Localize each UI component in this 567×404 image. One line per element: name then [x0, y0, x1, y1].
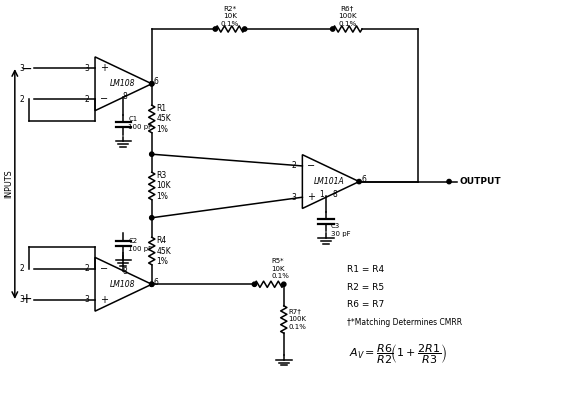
Text: C3
30 pF: C3 30 pF	[331, 223, 350, 238]
Text: R3
10K
1%: R3 10K 1%	[156, 171, 171, 201]
Text: R2*
10K
0.1%: R2* 10K 0.1%	[221, 6, 239, 27]
Text: INPUTS: INPUTS	[5, 170, 14, 198]
Text: C2
100 pF: C2 100 pF	[128, 238, 153, 252]
Circle shape	[252, 282, 257, 286]
Text: 2: 2	[84, 264, 89, 273]
Text: 2: 2	[20, 264, 24, 273]
Text: 2: 2	[292, 162, 297, 170]
Text: 8: 8	[332, 190, 337, 199]
Text: LM108: LM108	[109, 280, 135, 289]
Text: 3: 3	[84, 295, 89, 305]
Text: †*Matching Determines CMRR: †*Matching Determines CMRR	[348, 318, 463, 327]
Circle shape	[213, 27, 218, 31]
Text: R2 = R5: R2 = R5	[348, 283, 384, 292]
Text: 6: 6	[361, 175, 366, 184]
Text: 3: 3	[291, 193, 297, 202]
Text: R6†
100K
0.1%: R6† 100K 0.1%	[338, 6, 357, 27]
Circle shape	[150, 216, 154, 220]
Text: OUTPUT: OUTPUT	[460, 177, 501, 186]
Circle shape	[150, 282, 154, 286]
Text: 6: 6	[154, 77, 159, 86]
Text: R4
45K
1%: R4 45K 1%	[156, 236, 171, 266]
Circle shape	[331, 27, 335, 31]
Text: 3: 3	[84, 63, 89, 73]
Text: 2: 2	[84, 95, 89, 104]
Circle shape	[150, 282, 154, 286]
Text: 3: 3	[20, 63, 24, 73]
Text: 2: 2	[20, 95, 24, 104]
Text: 3: 3	[20, 295, 24, 305]
Circle shape	[150, 82, 154, 86]
Circle shape	[357, 179, 361, 184]
Text: −: −	[100, 95, 108, 104]
Text: +: +	[100, 295, 108, 305]
Text: +: +	[307, 192, 315, 202]
Circle shape	[447, 179, 451, 184]
Text: 8: 8	[123, 92, 128, 101]
Text: R6 = R7: R6 = R7	[348, 300, 384, 309]
Text: R1 = R4: R1 = R4	[348, 265, 384, 274]
Text: R7†
100K
0.1%: R7† 100K 0.1%	[289, 309, 307, 330]
Text: 6: 6	[154, 278, 159, 287]
Text: 1: 1	[320, 190, 324, 199]
Text: +: +	[21, 292, 32, 306]
Circle shape	[150, 152, 154, 156]
Text: +: +	[100, 63, 108, 73]
Text: C1
100 pF: C1 100 pF	[128, 116, 153, 130]
Circle shape	[243, 27, 247, 31]
Text: −: −	[100, 264, 108, 274]
Text: R1
45K
1%: R1 45K 1%	[156, 104, 171, 134]
Text: 8: 8	[123, 267, 128, 276]
Text: LM101A: LM101A	[314, 177, 345, 186]
Circle shape	[282, 282, 286, 286]
Text: $A_V = \dfrac{R6}{R2}\!\left(1 + \dfrac{2R1}{R3}\right)$: $A_V = \dfrac{R6}{R2}\!\left(1 + \dfrac{…	[349, 342, 448, 366]
Text: −: −	[21, 62, 32, 76]
Text: LM108: LM108	[109, 79, 135, 88]
Circle shape	[150, 82, 154, 86]
Text: R5*
10K
0.1%: R5* 10K 0.1%	[271, 258, 289, 280]
Text: −: −	[307, 161, 315, 171]
